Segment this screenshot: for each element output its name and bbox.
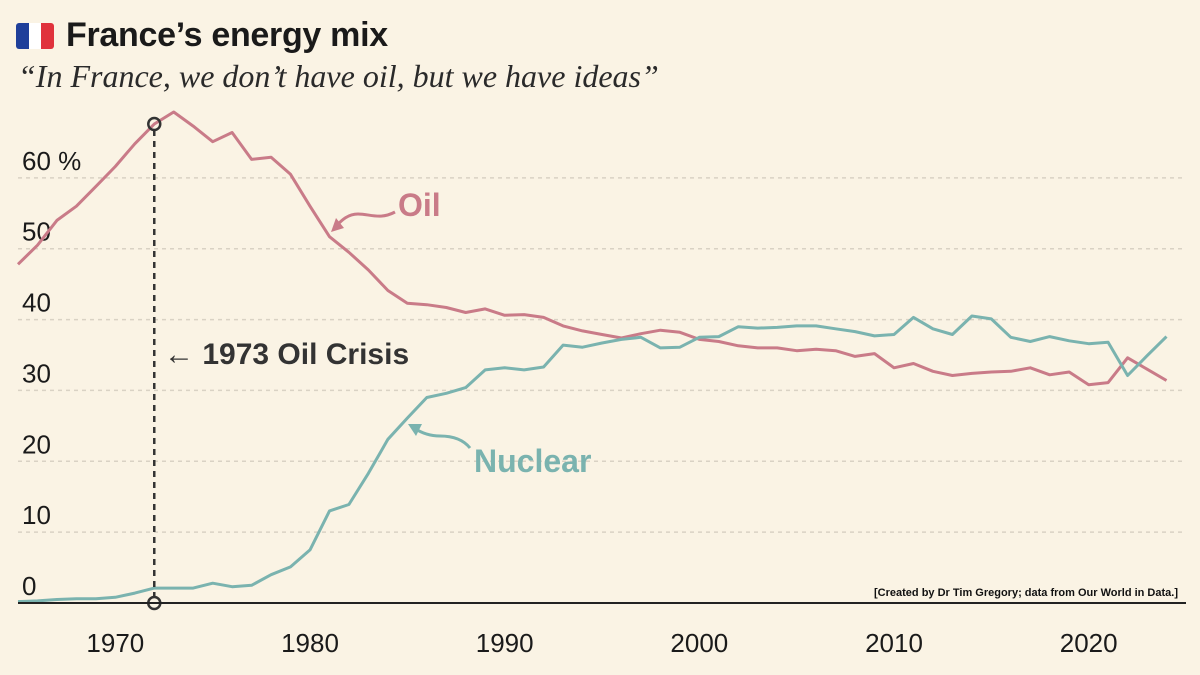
france-flag-icon [16, 22, 54, 49]
y-tick-label: 30 [22, 358, 51, 388]
oil-pointer-arrow [334, 210, 396, 228]
y-tick-label: 10 [22, 500, 51, 530]
oil-series-line [16, 110, 1168, 387]
grid-lines [18, 177, 1186, 533]
x-tick-label: 2020 [1060, 628, 1118, 658]
y-tick-label: 50 [22, 217, 51, 247]
y-axis-ticks: 0 10 20 30 40 50 60 % [22, 146, 81, 601]
nuclear-pointer-arrow [413, 426, 472, 449]
x-tick-label: 1970 [86, 628, 144, 658]
y-tick-label: 0 [22, 571, 36, 601]
y-tick-label: 40 [22, 288, 51, 318]
x-tick-label: 1990 [476, 628, 534, 658]
x-tick-label: 1980 [281, 628, 339, 658]
x-tick-label: 2000 [670, 628, 728, 658]
flag-white-stripe [28, 22, 42, 49]
nuclear-arrowhead [408, 424, 422, 436]
credit-note: [Created by Dr Tim Gregory; data from Ou… [874, 587, 1178, 599]
chart-title: France’s energy mix [66, 16, 388, 54]
title-row: France’s energy mix [16, 16, 388, 55]
oil-arrowhead [331, 218, 344, 232]
oil-crisis-top-marker [147, 116, 162, 132]
x-axis-ticks: 1970 1980 1990 2000 2010 2020 [86, 628, 1117, 658]
y-tick-label: 20 [22, 429, 51, 459]
annotations: ← 1973 Oil Crisis Oil Nuclear [Created b… [147, 116, 1178, 611]
flag-blue-stripe [16, 22, 29, 49]
nuclear-series-label: Nuclear [474, 443, 591, 479]
y-tick-label: 60 % [22, 146, 81, 176]
chart-subtitle: “In France, we don’t have oil, but we ha… [18, 58, 659, 94]
flag-red-stripe [41, 22, 54, 49]
x-tick-label: 2010 [865, 628, 923, 658]
oil-series-label: Oil [398, 187, 441, 223]
nuclear-series-line [17, 314, 1168, 604]
series-lines [16, 110, 1168, 604]
oil-crisis-label: ← 1973 Oil Crisis [164, 338, 409, 371]
